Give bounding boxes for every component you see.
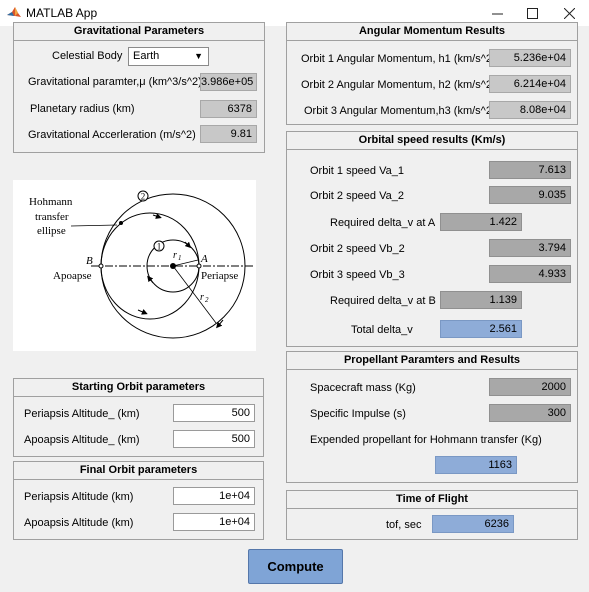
start-orbit-title: Starting Orbit parameters bbox=[14, 379, 263, 397]
final-apo-label: Apoapsis Altitude (km) bbox=[24, 517, 134, 529]
h3-label: Orbit 3 Angular Momentum,h3 (km/s^2) bbox=[304, 105, 496, 117]
vb3-label: Orbit 3 speed Vb_3 bbox=[310, 269, 405, 281]
orbit1-number: 1 bbox=[157, 242, 162, 252]
va1-field: 7.613 bbox=[489, 161, 571, 179]
dva-label: Required delta_v at A bbox=[330, 217, 436, 229]
total-dv-field: 2.561 bbox=[440, 320, 522, 338]
minimize-button[interactable] bbox=[479, 0, 515, 26]
expended-label: Expended propellant for Hohmann transfer… bbox=[310, 434, 542, 446]
r2-subscript: 2 bbox=[205, 296, 209, 304]
point-b-label: B bbox=[86, 255, 93, 267]
dvb-label: Required delta_v at B bbox=[330, 295, 436, 307]
tof-field: 6236 bbox=[432, 515, 514, 533]
final-peri-label: Periapsis Altitude (km) bbox=[24, 491, 134, 503]
orbit2-number: 2 bbox=[141, 192, 146, 202]
isp-field: 300 bbox=[489, 404, 571, 422]
speed-title: Orbital speed results (Km/s) bbox=[287, 132, 577, 150]
final-peri-input[interactable]: 1e+04 bbox=[173, 487, 255, 505]
title-bar: MATLAB App bbox=[0, 0, 589, 26]
periapse-label: Periapse bbox=[201, 270, 238, 282]
window-title: MATLAB App bbox=[26, 6, 98, 20]
r1-subscript: 1 bbox=[178, 254, 182, 262]
vb2-label: Orbit 2 speed Vb_2 bbox=[310, 243, 405, 255]
arrow-icon bbox=[137, 309, 148, 315]
hohmann-label-line2: transfer bbox=[35, 211, 69, 223]
radius-label: Planetary radius (km) bbox=[30, 103, 135, 115]
celestial-body-label: Celestial Body bbox=[52, 50, 123, 62]
leader-line bbox=[70, 224, 118, 227]
h1-field: 5.236e+04 bbox=[489, 49, 571, 67]
final-orbit-title: Final Orbit parameters bbox=[14, 462, 263, 480]
r2-label: r bbox=[200, 292, 204, 303]
celestial-body-value: Earth bbox=[133, 50, 160, 62]
start-orbit-panel: Starting Orbit parameters Periapsis Alti… bbox=[13, 378, 264, 457]
final-apo-input[interactable]: 1e+04 bbox=[173, 513, 255, 531]
dropdown-arrow-icon: ▼ bbox=[194, 51, 203, 61]
va2-label: Orbit 2 speed Va_2 bbox=[310, 190, 404, 202]
va2-field: 9.035 bbox=[489, 186, 571, 204]
close-button[interactable] bbox=[551, 0, 587, 26]
propellant-panel: Propellant Paramters and Results Spacecr… bbox=[286, 351, 578, 483]
celestial-body-dropdown[interactable]: Earth ▼ bbox=[128, 47, 209, 66]
orbit2-marker bbox=[137, 190, 149, 202]
arrow-icon bbox=[152, 213, 162, 219]
accel-field: 9.81 bbox=[200, 125, 257, 143]
point-a-label: A bbox=[200, 253, 208, 265]
accel-label: Gravitational Accerleration (m/s^2) bbox=[28, 129, 196, 141]
start-peri-label: Periapsis Altitude_ (km) bbox=[24, 408, 140, 420]
r2-line bbox=[172, 265, 217, 324]
propellant-title: Propellant Paramters and Results bbox=[287, 352, 577, 370]
start-peri-input[interactable]: 500 bbox=[173, 404, 255, 422]
orbit1-marker bbox=[153, 240, 165, 252]
matlab-logo-icon bbox=[7, 7, 21, 17]
mu-field: 3.986e+05 bbox=[200, 73, 257, 91]
hohmann-label-line3: ellipse bbox=[37, 225, 66, 237]
total-dv-label: Total delta_v bbox=[351, 324, 413, 336]
tof-label: tof, sec bbox=[386, 519, 422, 531]
start-apo-label: Apoapsis Altitude_ (km) bbox=[24, 434, 140, 446]
apoapse-label: Apoapse bbox=[53, 270, 92, 282]
r1-line bbox=[172, 259, 199, 267]
arrow-icon bbox=[184, 241, 192, 249]
mu-label: Gravitational paramter,μ (km^3/s^2) bbox=[28, 76, 202, 88]
hohmann-diagram-svg: 2 1 Hohmann transfer ellipse B A Apoapse… bbox=[29, 190, 253, 339]
radius-field: 6378 bbox=[200, 100, 257, 118]
h1-label: Orbit 1 Angular Momentum, h1 (km/s^2) bbox=[301, 53, 496, 65]
r1-label: r bbox=[173, 250, 177, 261]
angmom-panel: Angular Momentum Results Orbit 1 Angular… bbox=[286, 22, 578, 125]
tof-title: Time of Flight bbox=[287, 491, 577, 509]
grav-panel-title: Gravitational Parameters bbox=[14, 23, 264, 41]
start-apo-input[interactable]: 500 bbox=[173, 430, 255, 448]
mass-field: 2000 bbox=[489, 378, 571, 396]
dva-field: 1.422 bbox=[440, 213, 522, 231]
minimize-icon bbox=[491, 13, 503, 14]
arrow-icon bbox=[216, 319, 224, 329]
hohmann-diagram: 2 1 Hohmann transfer ellipse B A Apoapse… bbox=[13, 180, 256, 351]
grav-params-panel: Gravitational Parameters Celestial Body … bbox=[13, 22, 265, 153]
va1-label: Orbit 1 speed Va_1 bbox=[310, 165, 404, 177]
mass-label: Spacecraft mass (Kg) bbox=[310, 382, 416, 394]
compute-button[interactable]: Compute bbox=[248, 549, 343, 584]
speed-panel: Orbital speed results (Km/s) Orbit 1 spe… bbox=[286, 131, 578, 347]
h3-field: 8.08e+04 bbox=[489, 101, 571, 119]
expended-field: 1163 bbox=[435, 456, 517, 474]
ellipse-marker bbox=[119, 221, 123, 225]
close-icon bbox=[563, 7, 575, 19]
point-a bbox=[196, 263, 202, 269]
h2-field: 6.214e+04 bbox=[489, 75, 571, 93]
maximize-button[interactable] bbox=[514, 0, 550, 26]
vb3-field: 4.933 bbox=[489, 265, 571, 283]
h2-label: Orbit 2 Angular Momentum, h2 (km/s^2) bbox=[301, 79, 496, 91]
dvb-field: 1.139 bbox=[440, 291, 522, 309]
arrow-icon bbox=[147, 275, 154, 284]
vb2-field: 3.794 bbox=[489, 239, 571, 257]
maximize-icon bbox=[526, 7, 538, 19]
isp-label: Specific Impulse (s) bbox=[310, 408, 406, 420]
angmom-title: Angular Momentum Results bbox=[287, 23, 577, 41]
hohmann-label-line1: Hohmann bbox=[29, 196, 73, 208]
tof-panel: Time of Flight tof, sec 6236 bbox=[286, 490, 578, 540]
final-orbit-panel: Final Orbit parameters Periapsis Altitud… bbox=[13, 461, 264, 540]
point-b bbox=[98, 263, 104, 269]
